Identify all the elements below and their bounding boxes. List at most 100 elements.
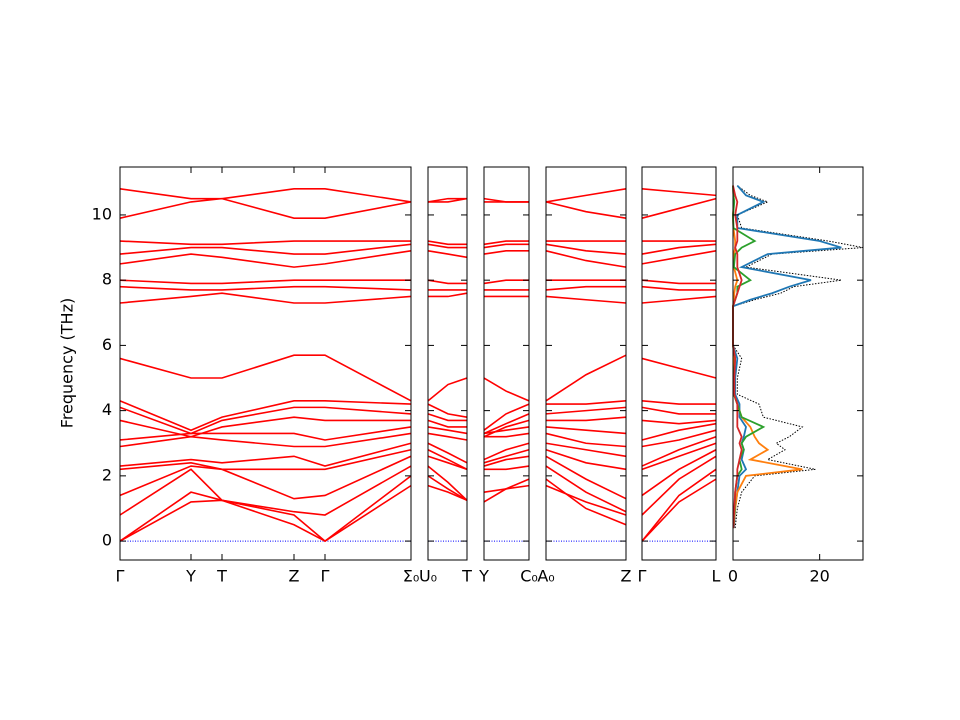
x-tick-label: Σ₀ <box>403 567 420 586</box>
band-line <box>483 377 530 402</box>
x-tick-label: 20 <box>809 567 829 586</box>
y-tick-label: 4 <box>102 400 112 419</box>
band-line <box>119 475 412 543</box>
band-line <box>641 422 717 441</box>
band-line <box>119 484 412 543</box>
band-line <box>427 455 468 471</box>
band-line <box>428 197 468 203</box>
band-line <box>483 455 530 467</box>
x-tick-label: T <box>216 567 227 586</box>
band-line <box>641 455 717 516</box>
band-line <box>119 400 412 432</box>
x-tick-label: C₀ <box>520 567 538 586</box>
band-line <box>427 475 468 502</box>
band-line <box>119 240 411 246</box>
band-line <box>483 413 530 435</box>
band-line <box>484 465 530 471</box>
band-line <box>483 240 529 246</box>
band-line <box>483 197 529 203</box>
band-line <box>119 197 412 219</box>
partial-dos <box>732 184 842 529</box>
x-tick-label: Z <box>289 567 300 586</box>
band-line <box>427 413 467 422</box>
band-line <box>119 416 411 438</box>
plot-frame <box>119 166 412 561</box>
band-line <box>119 279 411 285</box>
band-line <box>483 448 530 464</box>
band-line <box>641 357 717 379</box>
band-line <box>427 449 468 471</box>
band-line <box>545 448 627 471</box>
band-line <box>545 432 627 448</box>
y-tick-label: 2 <box>102 465 112 484</box>
band-line <box>545 484 627 516</box>
band-line <box>641 250 717 265</box>
band-line <box>119 250 412 268</box>
band-line <box>545 406 627 415</box>
band-line <box>546 416 627 422</box>
y-tick-label: 10 <box>92 204 112 223</box>
plot-frame <box>732 166 864 561</box>
band-line <box>119 432 412 448</box>
band-line <box>545 426 627 435</box>
x-tick-label: Z <box>621 567 632 586</box>
x-tick-label: 0 <box>728 567 738 586</box>
band-line <box>427 442 468 464</box>
band-line <box>545 250 627 268</box>
band-line <box>546 400 627 405</box>
band-line <box>119 292 412 304</box>
y-tick-label: 0 <box>102 531 112 550</box>
band-line <box>119 354 412 402</box>
band-line <box>545 243 627 255</box>
plot-frame <box>641 166 717 561</box>
band-line <box>641 285 716 291</box>
band-line <box>428 292 468 298</box>
band-line <box>427 419 467 428</box>
band-line <box>545 465 627 513</box>
x-tick-label: L <box>712 567 721 586</box>
band-line <box>545 354 627 402</box>
band-line <box>119 285 412 291</box>
band-line <box>484 432 530 438</box>
band-line <box>119 455 412 500</box>
band-line <box>641 435 717 467</box>
band-line <box>427 243 467 249</box>
band-line <box>427 197 467 203</box>
x-tick-label: Y <box>185 567 196 586</box>
band-line <box>483 243 529 249</box>
x-tick-label: Γ <box>116 567 125 586</box>
band-line <box>119 406 412 435</box>
band-line <box>427 403 468 418</box>
band-line <box>483 442 530 461</box>
x-tick-label: Y <box>478 567 489 586</box>
band-line <box>641 279 716 285</box>
band-line <box>641 449 717 497</box>
partial-dos <box>732 185 743 529</box>
band-line <box>119 188 412 203</box>
band-line <box>545 295 627 304</box>
band-line <box>427 279 467 285</box>
band-line <box>483 419 530 438</box>
x-tick-label: T <box>461 567 472 586</box>
band-line <box>483 250 529 255</box>
x-tick-label: Γ <box>321 567 330 586</box>
band-line <box>483 279 529 285</box>
band-line <box>483 484 530 493</box>
plot-frame <box>545 166 627 561</box>
y-tick-label: 6 <box>102 335 112 354</box>
band-line <box>483 426 530 435</box>
band-line <box>119 442 412 467</box>
band-line <box>641 400 716 405</box>
band-line <box>641 419 717 425</box>
x-tick-label: A₀ <box>537 567 554 586</box>
band-line <box>427 484 468 502</box>
band-line <box>545 478 627 526</box>
band-line <box>641 406 716 415</box>
band-line <box>641 197 717 219</box>
y-tick-label: 8 <box>102 270 112 289</box>
band-line <box>545 285 626 291</box>
band-line <box>119 448 412 471</box>
band-line <box>641 243 717 255</box>
